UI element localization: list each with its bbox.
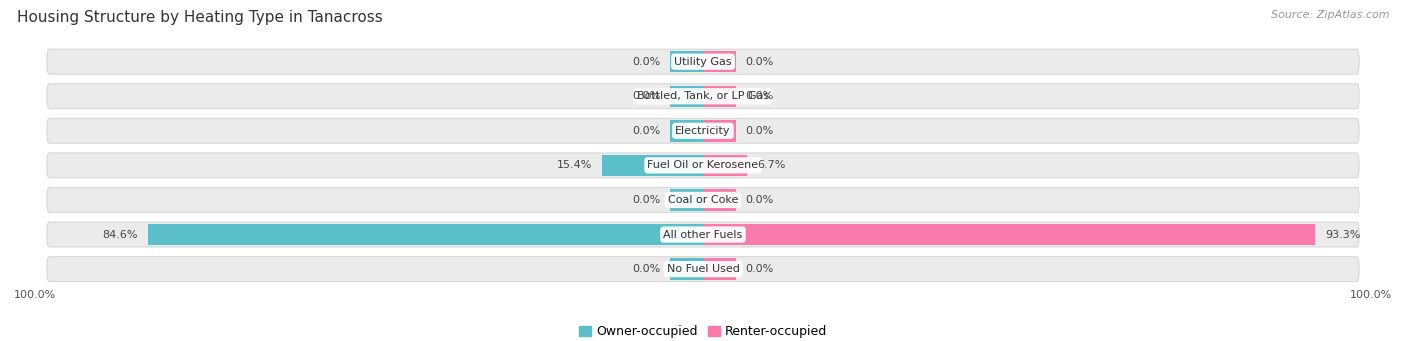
- Text: 0.0%: 0.0%: [633, 264, 661, 274]
- Text: All other Fuels: All other Fuels: [664, 229, 742, 239]
- Text: Electricity: Electricity: [675, 126, 731, 136]
- Text: 0.0%: 0.0%: [633, 195, 661, 205]
- Text: Bottled, Tank, or LP Gas: Bottled, Tank, or LP Gas: [637, 91, 769, 101]
- Bar: [671, 120, 703, 142]
- Text: Coal or Coke: Coal or Coke: [668, 195, 738, 205]
- Text: Housing Structure by Heating Type in Tanacross: Housing Structure by Heating Type in Tan…: [17, 10, 382, 25]
- Bar: [703, 189, 735, 211]
- Text: 6.7%: 6.7%: [756, 160, 785, 170]
- Text: 15.4%: 15.4%: [557, 160, 592, 170]
- Text: 100.0%: 100.0%: [1350, 290, 1392, 300]
- FancyBboxPatch shape: [46, 188, 1360, 212]
- Text: 93.3%: 93.3%: [1324, 229, 1361, 239]
- Text: 84.6%: 84.6%: [103, 229, 138, 239]
- Bar: [671, 51, 703, 72]
- Bar: [671, 258, 703, 280]
- Text: Utility Gas: Utility Gas: [675, 57, 731, 66]
- Text: 0.0%: 0.0%: [633, 91, 661, 101]
- Text: 0.0%: 0.0%: [745, 195, 773, 205]
- Text: Source: ZipAtlas.com: Source: ZipAtlas.com: [1271, 10, 1389, 20]
- Text: 0.0%: 0.0%: [745, 91, 773, 101]
- Text: 0.0%: 0.0%: [745, 264, 773, 274]
- Bar: [602, 155, 703, 176]
- FancyBboxPatch shape: [46, 118, 1360, 143]
- FancyBboxPatch shape: [46, 84, 1360, 109]
- Legend: Owner-occupied, Renter-occupied: Owner-occupied, Renter-occupied: [579, 325, 827, 338]
- FancyBboxPatch shape: [46, 257, 1360, 282]
- Bar: [703, 120, 735, 142]
- Bar: [703, 51, 735, 72]
- FancyBboxPatch shape: [46, 222, 1360, 247]
- Text: 0.0%: 0.0%: [745, 57, 773, 66]
- Bar: [671, 189, 703, 211]
- Bar: [703, 155, 747, 176]
- FancyBboxPatch shape: [46, 153, 1360, 178]
- Bar: [703, 258, 735, 280]
- Text: Fuel Oil or Kerosene: Fuel Oil or Kerosene: [647, 160, 759, 170]
- Bar: [703, 86, 735, 107]
- Text: 0.0%: 0.0%: [745, 126, 773, 136]
- Bar: [148, 224, 703, 245]
- Text: 0.0%: 0.0%: [633, 126, 661, 136]
- Bar: [703, 224, 1315, 245]
- Text: 100.0%: 100.0%: [14, 290, 56, 300]
- Bar: [671, 86, 703, 107]
- Text: 0.0%: 0.0%: [633, 57, 661, 66]
- Text: No Fuel Used: No Fuel Used: [666, 264, 740, 274]
- FancyBboxPatch shape: [46, 49, 1360, 74]
